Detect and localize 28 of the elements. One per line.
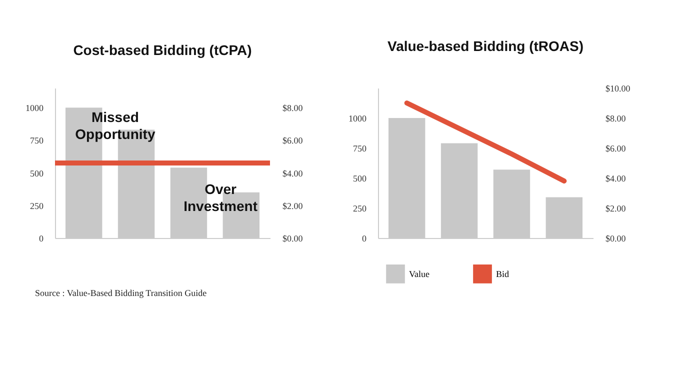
y2-tick-label: $4.00 xyxy=(282,168,304,178)
y2-tick-label: $2.00 xyxy=(282,200,304,211)
y-tick-label: 250 xyxy=(353,204,367,214)
y2-tick-label: $10.00 xyxy=(606,84,631,94)
y2-tick-label: $0.00 xyxy=(606,234,626,244)
y2-tick-label: $2.00 xyxy=(606,204,626,214)
y-tick-label: 1000 xyxy=(348,114,367,124)
annotation: Over Investment xyxy=(184,181,258,214)
annotation: Missed Opportunity xyxy=(75,109,156,142)
y-tick-label: 750 xyxy=(30,136,44,146)
y-tick-label: 0 xyxy=(362,234,367,244)
legend-label: Value xyxy=(409,268,430,279)
y2-tick-label: $6.00 xyxy=(606,144,626,154)
y2-tick-label: $0.00 xyxy=(282,234,304,244)
y-tick-label: 500 xyxy=(353,174,367,184)
y-tick-label: 0 xyxy=(39,234,44,244)
y-tick-label: 750 xyxy=(353,144,367,154)
chart-title: Value-based Bidding (tROAS) xyxy=(387,38,584,54)
y2-tick-label: $4.00 xyxy=(606,174,626,184)
y-tick-label: 1000 xyxy=(26,103,44,114)
y-tick-label: 250 xyxy=(30,200,44,211)
y-tick-label: 500 xyxy=(30,168,44,178)
source-note: Source : Value-Based Bidding Transition Guide xyxy=(35,288,207,298)
y2-tick-label: $8.00 xyxy=(606,114,626,124)
y2-tick-label: $8.00 xyxy=(282,103,304,114)
legend-label: Bid xyxy=(496,268,510,279)
chart-title: Cost-based Bidding (tCPA) xyxy=(73,42,252,58)
y2-tick-label: $6.00 xyxy=(282,136,304,146)
